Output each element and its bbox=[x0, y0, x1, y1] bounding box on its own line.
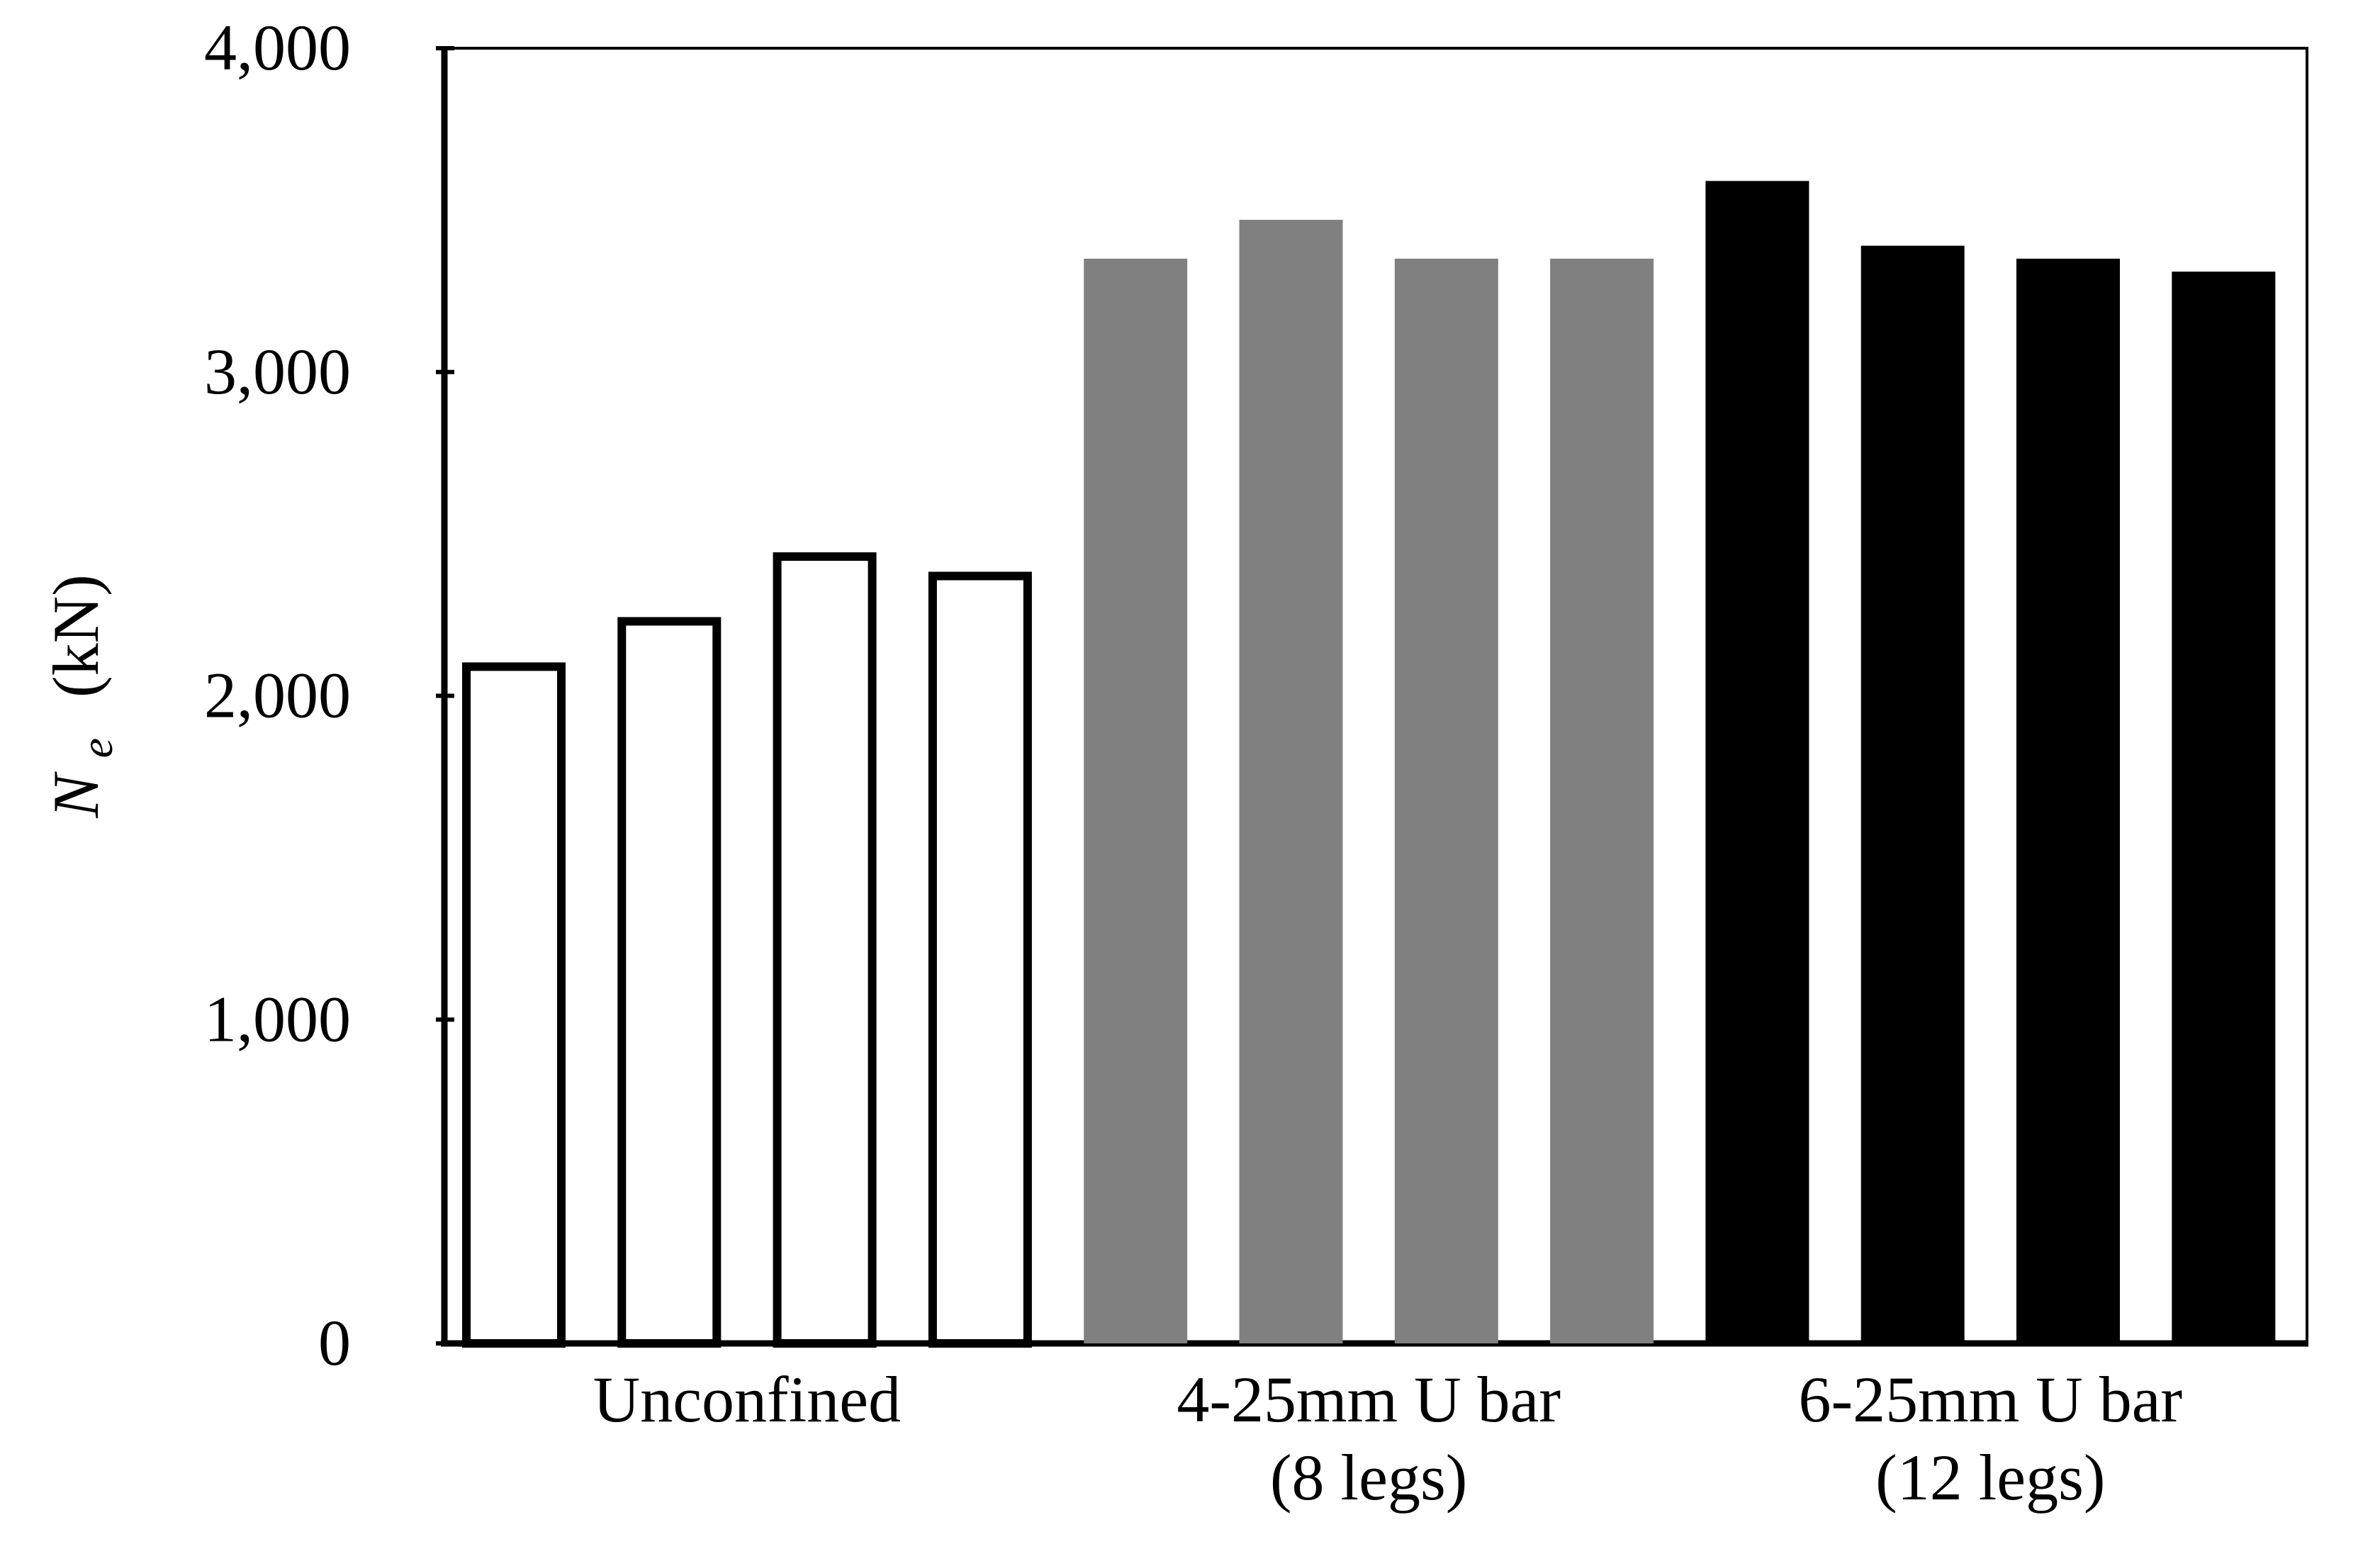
bar bbox=[2172, 272, 2276, 1344]
y-axis-label-symbol: N bbox=[40, 771, 112, 819]
x-group-label: 6-25mm U bar (12 legs) bbox=[1799, 1363, 2183, 1514]
x-group-label-line: 6-25mm U bar bbox=[1799, 1363, 2183, 1436]
x-group-label-line: 4-25mm U bar bbox=[1177, 1363, 1561, 1436]
x-group-label-line: (12 legs) bbox=[1875, 1441, 2105, 1514]
y-axis-tick-labels: 0 1,000 2,000 3,000 4,000 bbox=[204, 11, 351, 1379]
bar-series bbox=[462, 181, 2276, 1348]
bar bbox=[773, 552, 877, 1348]
bar bbox=[1860, 245, 1965, 1344]
bar bbox=[462, 662, 566, 1348]
bar bbox=[928, 571, 1032, 1348]
y-axis-ticks bbox=[436, 46, 454, 1346]
y-tick-label: 2,000 bbox=[204, 659, 351, 732]
y-axis-label-subscript: e bbox=[72, 738, 122, 758]
y-tick-label: 3,000 bbox=[204, 335, 351, 408]
y-axis-label: N e (kN) bbox=[40, 574, 126, 819]
x-group-label-line: (8 legs) bbox=[1270, 1441, 1467, 1514]
bar bbox=[2016, 258, 2120, 1344]
y-tick-label: 1,000 bbox=[204, 983, 351, 1055]
x-group-label-line: Unconfined bbox=[593, 1363, 901, 1436]
y-tick-label: 0 bbox=[318, 1307, 351, 1379]
bar bbox=[1550, 258, 1654, 1344]
bar bbox=[1239, 220, 1343, 1343]
x-group-label: Unconfined bbox=[593, 1363, 901, 1436]
bar bbox=[617, 617, 722, 1348]
y-axis-label-unit: (kN) bbox=[40, 574, 112, 698]
bar bbox=[1084, 258, 1188, 1344]
x-group-label: 4-25mm U bar (8 legs) bbox=[1177, 1363, 1561, 1514]
y-tick-label: 4,000 bbox=[204, 11, 351, 84]
bar bbox=[1705, 181, 1809, 1344]
x-axis-group-labels: Unconfined 4-25mm U bar (8 legs) 6-25mm U b… bbox=[593, 1363, 2182, 1514]
bar bbox=[1394, 258, 1498, 1344]
